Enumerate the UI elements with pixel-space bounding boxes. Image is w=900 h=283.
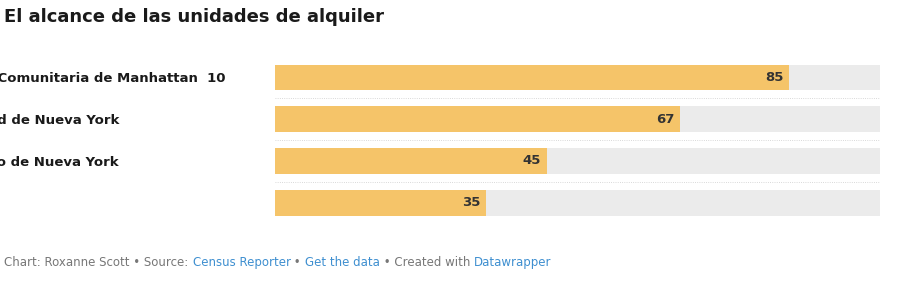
Bar xyxy=(274,106,680,132)
Bar xyxy=(274,65,789,90)
Text: Chart: Roxanne Scott • Source:: Chart: Roxanne Scott • Source: xyxy=(4,256,193,269)
Text: 67: 67 xyxy=(656,113,674,126)
Text: Census Reporter: Census Reporter xyxy=(193,256,291,269)
Bar xyxy=(274,190,880,216)
Text: 35: 35 xyxy=(462,196,481,209)
Text: Datawrapper: Datawrapper xyxy=(474,256,552,269)
Text: 45: 45 xyxy=(523,155,541,168)
Bar xyxy=(274,148,880,174)
Bar xyxy=(274,106,880,132)
Text: Get the data: Get the data xyxy=(305,256,380,269)
Bar xyxy=(274,65,880,90)
Text: El alcance de las unidades de alquiler: El alcance de las unidades de alquiler xyxy=(4,8,384,27)
Text: • Created with: • Created with xyxy=(380,256,474,269)
Bar xyxy=(274,190,487,216)
Bar xyxy=(274,148,547,174)
Text: 85: 85 xyxy=(765,71,783,84)
Text: •: • xyxy=(291,256,305,269)
